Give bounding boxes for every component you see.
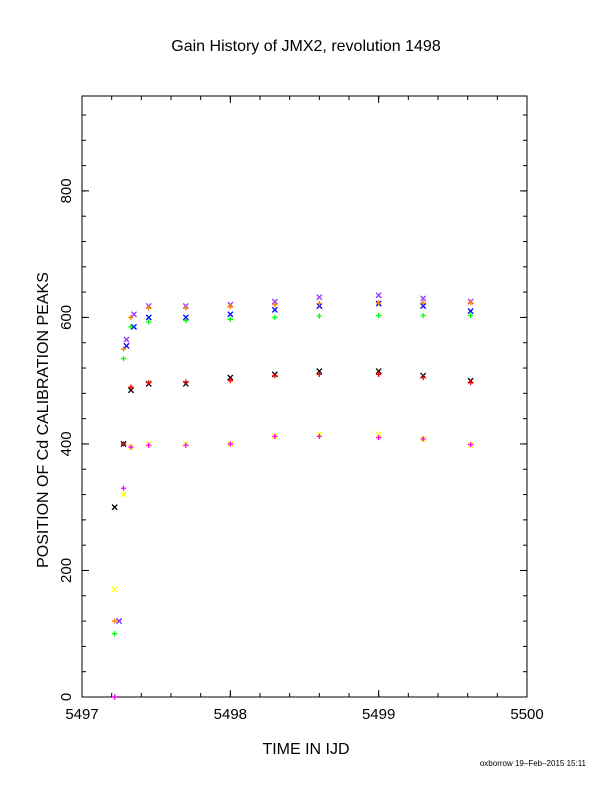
data-point: [123, 336, 130, 343]
data-point: [420, 312, 426, 319]
data-point: [227, 311, 234, 318]
data-point: [116, 618, 123, 625]
data-point: [128, 384, 134, 390]
data-point: [375, 292, 382, 299]
data-point: [146, 379, 152, 386]
data-point: [146, 305, 152, 311]
series-6: [112, 371, 474, 700]
data-point: [120, 346, 127, 352]
data-point: [227, 374, 234, 381]
data-point: [420, 436, 426, 442]
data-point: [375, 431, 382, 438]
data-point: [128, 314, 134, 321]
data-point: [376, 435, 382, 441]
data-point: [182, 314, 189, 321]
series-3: [111, 431, 474, 593]
data-point: [120, 355, 127, 362]
data-point: [272, 433, 278, 439]
data-point: [183, 379, 189, 385]
footer-stamp: oxborrow 19–Feb–2015 15:11: [480, 759, 587, 768]
data-point: [467, 308, 474, 315]
tick-labels: 5497 5498 5499 5500 0 200 400 600 800: [58, 178, 544, 723]
data-point: [183, 317, 189, 324]
chart-title: Gain History of JMX2, revolution 1498: [171, 38, 441, 55]
plot-area: [81, 95, 528, 698]
data-point: [468, 379, 474, 386]
data-point: [271, 298, 278, 305]
data-point: [183, 442, 189, 448]
y-tick-label: 200: [58, 558, 75, 583]
x-tick-label: 5499: [362, 706, 395, 723]
data-point: [420, 300, 426, 306]
data-point: [120, 441, 127, 447]
data-point: [120, 491, 127, 498]
data-point: [376, 300, 382, 306]
data-point: [227, 304, 233, 310]
y-tick-label: 600: [58, 305, 75, 330]
data-point: [128, 444, 134, 450]
y-tick-label: 800: [58, 178, 75, 203]
data-point: [227, 441, 233, 447]
data-point: [316, 371, 322, 377]
data-point: [123, 342, 130, 349]
data-point: [420, 302, 427, 310]
series-4: [112, 300, 474, 624]
data-point: [271, 306, 278, 313]
data-point: [128, 324, 134, 330]
series-0: [116, 300, 474, 625]
data-point: [111, 586, 118, 593]
data-point: [420, 374, 426, 381]
data-point: [316, 368, 323, 375]
y-tick-label: 0: [58, 693, 75, 701]
data-point: [316, 300, 322, 307]
data-point: [468, 441, 474, 448]
data-point: [376, 312, 382, 319]
data-point: [375, 368, 382, 375]
x-tick-label: 5500: [510, 706, 543, 723]
x-tick-label: 5497: [65, 706, 98, 723]
data-point: [146, 442, 152, 448]
data-point: [316, 433, 322, 439]
data-point: [272, 302, 278, 308]
plot-frame: [81, 95, 528, 698]
data-point: [111, 504, 118, 511]
data-point: [112, 631, 118, 637]
data-point: [227, 316, 233, 322]
data-marks: [111, 292, 474, 700]
data-point: [468, 312, 474, 319]
data-point: [145, 314, 152, 321]
x-axis-label: TIME IN IJD: [262, 741, 349, 758]
data-point: [376, 371, 382, 377]
data-point: [227, 378, 233, 384]
data-point: [468, 300, 474, 306]
series-7: [112, 433, 474, 700]
y-tick-label: 400: [58, 431, 75, 456]
y-axis-label: POSITION OF Cd CALIBRATION PEAKS: [35, 272, 52, 568]
axis-ticks: [81, 96, 528, 698]
data-point: [130, 323, 137, 330]
data-point: [146, 319, 152, 325]
data-point: [420, 295, 427, 302]
data-point: [183, 305, 189, 311]
data-point: [112, 618, 118, 624]
data-point: [316, 313, 322, 319]
data-point: [316, 294, 323, 301]
data-point: [120, 485, 127, 491]
series-5: [112, 312, 474, 637]
series-2: [111, 368, 474, 511]
data-point: [112, 694, 118, 700]
series-1: [116, 292, 474, 625]
data-point: [130, 311, 137, 318]
data-point: [272, 314, 278, 321]
x-tick-label: 5498: [214, 706, 247, 723]
data-point: [127, 387, 135, 394]
data-point: [272, 373, 278, 379]
